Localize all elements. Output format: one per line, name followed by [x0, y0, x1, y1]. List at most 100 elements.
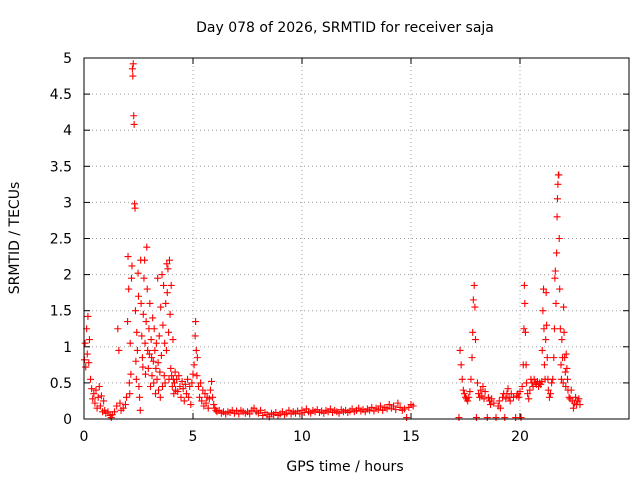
- data-point: [140, 274, 148, 282]
- data-point: [522, 361, 530, 369]
- data-point: [515, 393, 523, 401]
- data-point: [517, 414, 525, 422]
- data-point: [374, 406, 382, 414]
- data-point: [198, 397, 206, 405]
- grid-lines: [84, 58, 629, 419]
- data-point: [502, 395, 510, 403]
- data-point: [400, 405, 408, 413]
- data-point: [471, 303, 479, 311]
- data-point: [125, 379, 133, 387]
- data-point: [376, 402, 384, 410]
- data-point: [129, 60, 137, 68]
- data-point: [196, 393, 204, 401]
- data-point: [210, 401, 218, 409]
- data-point: [127, 370, 135, 378]
- data-point: [135, 292, 142, 300]
- data-point: [553, 249, 561, 257]
- data-point: [554, 180, 562, 188]
- data-point: [553, 195, 561, 203]
- data-point: [128, 262, 136, 270]
- data-point: [166, 310, 174, 318]
- data-point: [184, 375, 192, 383]
- data-point: [83, 350, 91, 358]
- data-point: [469, 296, 477, 304]
- x-tick-label: 10: [293, 429, 311, 445]
- data-point: [469, 328, 477, 336]
- data-point: [153, 375, 161, 383]
- data-point: [564, 375, 572, 383]
- data-point: [175, 372, 183, 380]
- data-point: [88, 385, 96, 393]
- data-point: [504, 385, 512, 393]
- data-point: [158, 271, 166, 279]
- data-point: [132, 375, 140, 383]
- data-point: [164, 265, 172, 273]
- data-point: [85, 336, 93, 344]
- data-point: [459, 386, 467, 394]
- data-point: [90, 390, 98, 398]
- data-point: [131, 307, 139, 315]
- data-point: [201, 390, 209, 398]
- data-point: [390, 402, 398, 410]
- data-point: [538, 346, 546, 354]
- data-point: [137, 299, 145, 307]
- data-point: [499, 393, 507, 401]
- data-point: [89, 395, 97, 403]
- data-point: [202, 399, 210, 407]
- data-point: [131, 204, 139, 212]
- data-point: [141, 339, 149, 347]
- data-point: [496, 404, 504, 412]
- data-point: [101, 406, 109, 414]
- data-point: [146, 383, 154, 391]
- y-tick-label: 2: [63, 268, 72, 284]
- data-point: [540, 285, 548, 293]
- data-point: [84, 312, 92, 320]
- data-point: [141, 370, 149, 378]
- data-point: [177, 393, 185, 401]
- data-point: [194, 383, 202, 391]
- data-point: [141, 256, 149, 264]
- data-point: [543, 321, 551, 329]
- y-tick-label: 1.5: [50, 304, 72, 320]
- data-point: [205, 395, 213, 403]
- data-point: [138, 332, 146, 340]
- x-tick-label: 20: [511, 429, 529, 445]
- data-point: [167, 364, 175, 372]
- data-point: [170, 379, 178, 387]
- data-point: [209, 393, 217, 401]
- data-point: [189, 370, 197, 378]
- data-point: [95, 383, 103, 391]
- x-tick-label: 15: [402, 429, 420, 445]
- data-point: [139, 310, 147, 318]
- data-point: [553, 213, 561, 221]
- data-point: [235, 410, 243, 418]
- data-point: [409, 402, 417, 410]
- data-point: [159, 321, 167, 329]
- data-point: [192, 318, 200, 326]
- data-point: [133, 346, 141, 354]
- data-point: [85, 359, 93, 367]
- data-point: [460, 390, 468, 398]
- data-point: [520, 281, 528, 289]
- y-tick-label: 4: [63, 123, 72, 139]
- data-point: [563, 364, 571, 372]
- data-point: [173, 375, 181, 383]
- data-point: [119, 404, 127, 412]
- data-point: [300, 409, 308, 417]
- data-point: [147, 336, 155, 344]
- data-point: [170, 390, 178, 398]
- data-point: [163, 289, 171, 297]
- data-point: [132, 357, 140, 365]
- data-point: [518, 383, 526, 391]
- data-point: [96, 402, 104, 410]
- data-point: [544, 386, 552, 394]
- data-point: [104, 408, 112, 416]
- data-point: [124, 253, 132, 261]
- data-point: [139, 363, 147, 371]
- data-point: [457, 361, 465, 369]
- data-point: [556, 325, 564, 333]
- data-point: [458, 375, 466, 383]
- data-point: [575, 395, 583, 403]
- data-point: [126, 339, 134, 347]
